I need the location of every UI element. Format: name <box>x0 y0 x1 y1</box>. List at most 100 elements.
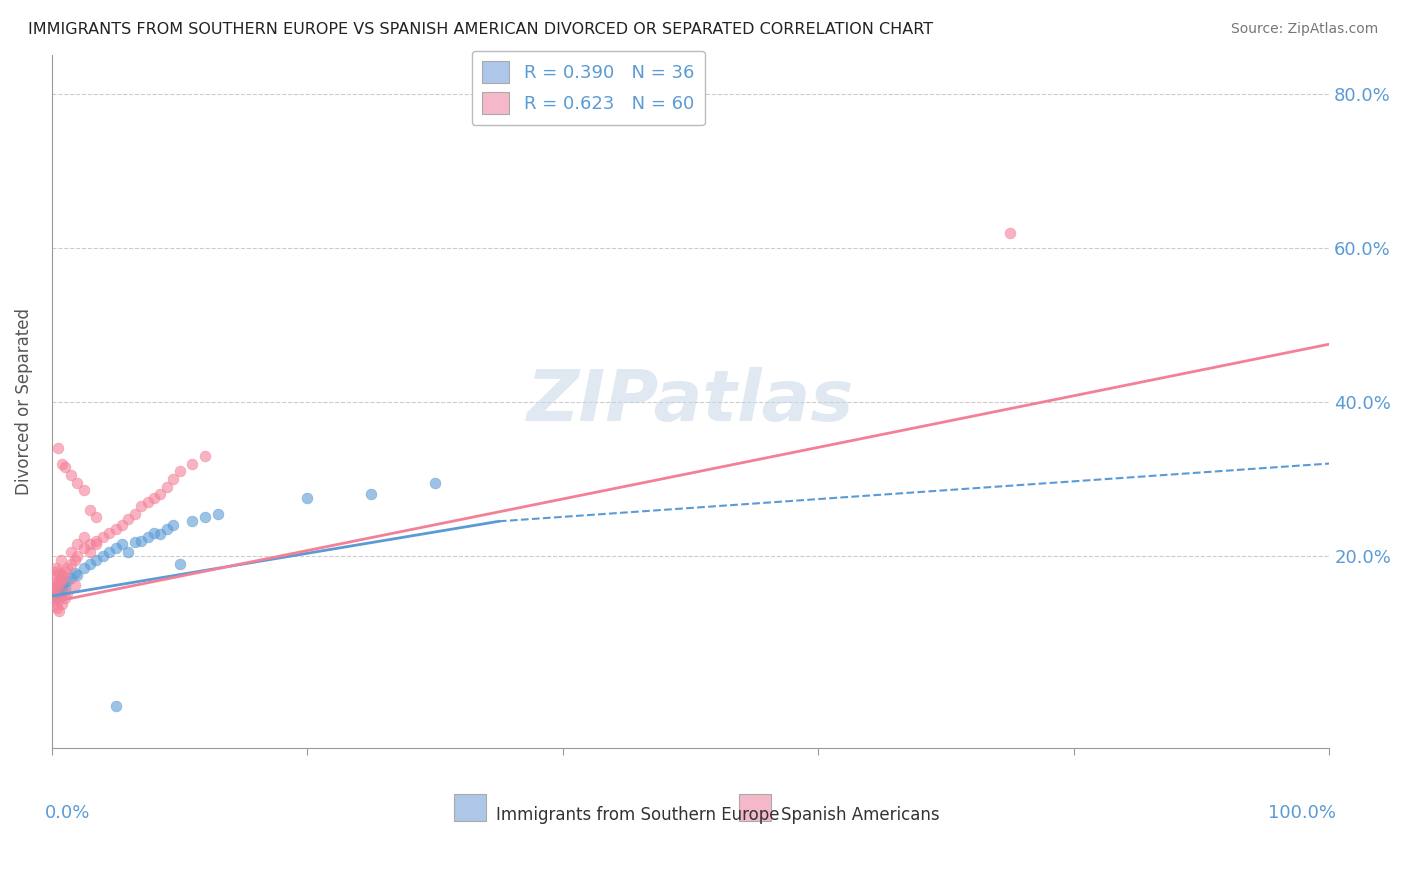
Point <box>117 512 139 526</box>
Point <box>66 537 89 551</box>
Point <box>142 525 165 540</box>
Point <box>45 589 67 603</box>
Point <box>79 537 101 551</box>
Legend: R = 0.390   N = 36, R = 0.623   N = 60: R = 0.390 N = 36, R = 0.623 N = 60 <box>471 51 704 125</box>
Text: 100.0%: 100.0% <box>1268 804 1336 822</box>
Point <box>423 475 446 490</box>
Point <box>48 604 70 618</box>
Point <box>44 599 66 613</box>
Point <box>51 597 73 611</box>
Point <box>79 557 101 571</box>
Point <box>111 518 134 533</box>
Point <box>59 545 82 559</box>
Point <box>45 575 67 590</box>
Point <box>48 566 70 580</box>
Point <box>53 565 76 579</box>
Point <box>49 574 72 588</box>
Point <box>162 472 184 486</box>
Point <box>998 226 1021 240</box>
Point <box>73 530 96 544</box>
Text: IMMIGRANTS FROM SOUTHERN EUROPE VS SPANISH AMERICAN DIVORCED OR SEPARATED CORREL: IMMIGRANTS FROM SOUTHERN EUROPE VS SPANI… <box>28 22 934 37</box>
Point <box>53 591 76 606</box>
Point <box>86 537 108 551</box>
Point <box>129 533 152 548</box>
Point <box>48 580 70 594</box>
Point <box>360 487 382 501</box>
FancyBboxPatch shape <box>454 794 486 822</box>
Point <box>142 491 165 506</box>
Point <box>111 537 134 551</box>
Point <box>104 541 127 556</box>
Point <box>73 483 96 498</box>
Point <box>53 460 76 475</box>
Point <box>59 557 82 571</box>
Point <box>45 587 67 601</box>
Point <box>48 572 70 586</box>
Point <box>136 530 159 544</box>
Point <box>59 570 82 584</box>
Point <box>181 457 204 471</box>
Point <box>45 591 67 606</box>
Point <box>49 553 72 567</box>
Point <box>73 541 96 556</box>
Point <box>66 568 89 582</box>
Point <box>73 560 96 574</box>
Point <box>46 441 69 455</box>
Text: Immigrants from Southern Europe: Immigrants from Southern Europe <box>496 806 780 824</box>
Point <box>124 507 146 521</box>
Point <box>169 464 191 478</box>
Point <box>56 574 79 588</box>
Point <box>51 568 73 582</box>
Point <box>194 510 217 524</box>
Point <box>86 510 108 524</box>
Point <box>44 583 66 598</box>
Text: 0.0%: 0.0% <box>45 804 91 822</box>
Point <box>66 549 89 563</box>
Point <box>79 545 101 559</box>
Point <box>46 578 69 592</box>
Point <box>45 582 67 596</box>
Point <box>86 533 108 548</box>
Point <box>52 570 75 584</box>
Point <box>297 491 319 506</box>
Text: Source: ZipAtlas.com: Source: ZipAtlas.com <box>1230 22 1378 37</box>
Text: Spanish Americans: Spanish Americans <box>782 806 939 824</box>
Point <box>42 583 65 598</box>
Point <box>63 578 86 592</box>
Point <box>91 549 114 563</box>
Point <box>91 530 114 544</box>
Point <box>63 566 86 580</box>
Point <box>46 586 69 600</box>
Point <box>124 535 146 549</box>
Point <box>104 699 127 714</box>
Point <box>149 487 172 501</box>
Point <box>156 480 179 494</box>
Point <box>181 514 204 528</box>
Point <box>49 589 72 603</box>
Point <box>136 495 159 509</box>
Point <box>63 553 86 567</box>
Point <box>53 582 76 596</box>
Point <box>56 586 79 600</box>
Point <box>149 527 172 541</box>
Point <box>45 560 67 574</box>
Point <box>44 568 66 582</box>
Point <box>162 518 184 533</box>
Point <box>52 578 75 592</box>
Point <box>46 593 69 607</box>
Y-axis label: Divorced or Separated: Divorced or Separated <box>15 309 32 495</box>
Point <box>156 522 179 536</box>
FancyBboxPatch shape <box>740 794 770 822</box>
Point <box>59 468 82 483</box>
Point <box>45 601 67 615</box>
Point <box>79 502 101 516</box>
Point <box>169 557 191 571</box>
Point <box>98 545 121 559</box>
Point <box>207 507 229 521</box>
Point <box>51 583 73 598</box>
Point <box>45 565 67 579</box>
Point <box>66 475 89 490</box>
Text: ZIPatlas: ZIPatlas <box>527 368 855 436</box>
Point <box>44 580 66 594</box>
Point <box>98 525 121 540</box>
